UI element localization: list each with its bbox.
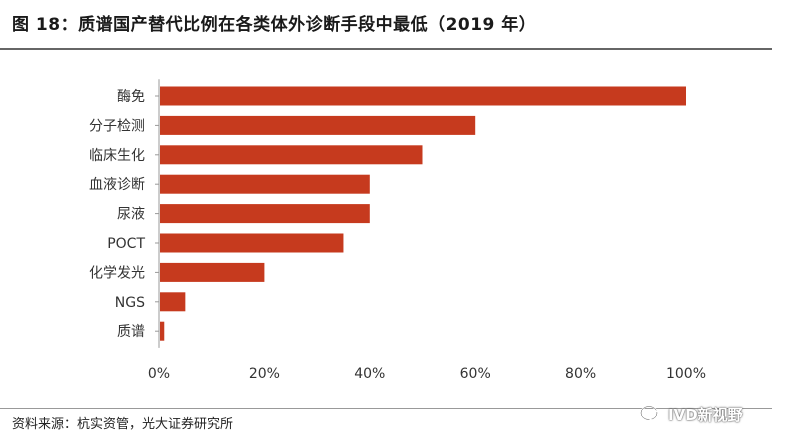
- x-tick-label: 60%: [460, 366, 491, 382]
- category-label: 酶免: [117, 89, 145, 105]
- bar: [160, 86, 686, 106]
- x-tick-label: 0%: [148, 366, 170, 382]
- watermark-text: IVD新视野: [668, 405, 743, 424]
- source-note: 资料来源：杭实资管，光大证券研究所: [12, 417, 234, 432]
- bar: [160, 262, 265, 282]
- bar: [160, 174, 370, 194]
- x-tick-label: 40%: [354, 366, 385, 382]
- title-divider: [0, 48, 772, 50]
- x-tick-label: 20%: [249, 366, 280, 382]
- category-label: 化学发光: [89, 265, 145, 281]
- category-label: 临床生化: [89, 148, 145, 164]
- bar: [160, 292, 186, 312]
- wechat-icon: [640, 405, 662, 422]
- category-label: 血液诊断: [89, 177, 145, 193]
- category-label: NGS: [115, 295, 145, 311]
- category-label: 分子检测: [89, 118, 145, 134]
- x-tick-label: 80%: [565, 366, 596, 382]
- category-label: 尿液: [117, 207, 145, 223]
- bar: [160, 321, 165, 341]
- bar: [160, 145, 423, 165]
- bar: [160, 204, 370, 224]
- x-tick-label: 100%: [666, 366, 706, 382]
- category-label: 质谱: [117, 324, 145, 340]
- category-label: POCT: [107, 236, 145, 252]
- footer-divider: [0, 408, 772, 409]
- bar: [160, 115, 476, 135]
- watermark: IVD新视野: [640, 400, 743, 428]
- chart-title: 图 18：质谱国产替代比例在各类体外诊断手段中最低（2019 年）: [12, 15, 537, 35]
- bar: [160, 233, 344, 253]
